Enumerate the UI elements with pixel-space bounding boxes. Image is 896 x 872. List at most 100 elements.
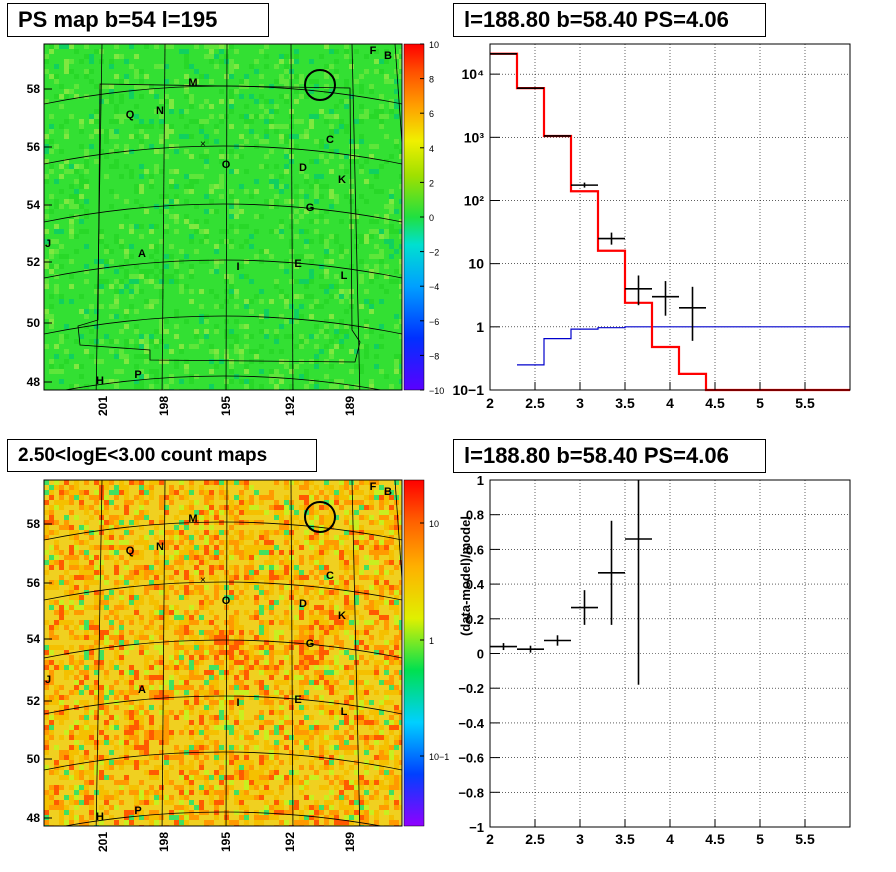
map-pixel [174,149,179,154]
x-tick-label: 192 [283,832,297,852]
map-pixel [134,785,139,790]
map-pixel [344,169,349,174]
map-pixel [219,359,224,364]
map-pixel [269,710,274,715]
map-pixel [334,630,339,635]
map-pixel [349,745,354,750]
map-pixel [124,495,129,500]
map-pixel [219,259,224,264]
map-pixel [174,670,179,675]
map-pixel [364,319,369,324]
map-pixel [204,670,209,675]
map-pixel [159,289,164,294]
map-pixel [169,575,174,580]
map-pixel [234,660,239,665]
map-pixel [234,640,239,645]
map-pixel [49,785,54,790]
map-pixel [69,490,74,495]
map-pixel [379,630,384,635]
map-pixel [304,725,309,730]
map-pixel [69,495,74,500]
map-pixel [234,344,239,349]
map-pixel [184,705,189,710]
map-pixel [294,314,299,319]
map-pixel [384,114,389,119]
map-pixel [89,645,94,650]
map-pixel [164,610,169,615]
map-pixel [364,555,369,560]
map-pixel [369,785,374,790]
map-pixel [79,785,84,790]
map-pixel [304,575,309,580]
map-pixel [229,224,234,229]
map-pixel [334,324,339,329]
map-pixel [239,535,244,540]
map-pixel [94,665,99,670]
map-pixel [394,740,399,745]
map-pixel [344,99,349,104]
map-pixel [59,695,64,700]
map-pixel [179,640,184,645]
map-pixel [229,294,234,299]
map-pixel [219,770,224,775]
map-pixel [319,705,324,710]
map-pixel [174,715,179,720]
map-pixel [379,575,384,580]
map-pixel [254,635,259,640]
map-pixel [364,620,369,625]
map-pixel [54,805,59,810]
map-pixel [254,254,259,259]
map-pixel [109,550,114,555]
map-pixel [344,570,349,575]
map-pixel [229,705,234,710]
map-pixel [94,490,99,495]
colorbar-tick-label: 10 [429,40,439,50]
map-pixel [344,580,349,585]
map-pixel [364,630,369,635]
map-pixel [324,344,329,349]
map-pixel [179,620,184,625]
map-pixel [69,535,74,540]
map-pixel [129,545,134,550]
map-pixel [69,545,74,550]
map-pixel [324,725,329,730]
map-pixel [269,369,274,374]
map-pixel [184,510,189,515]
map-pixel [159,675,164,680]
map-pixel [219,715,224,720]
map-pixel [124,339,129,344]
map-pixel [94,680,99,685]
map-pixel [134,124,139,129]
map-pixel [149,144,154,149]
map-pixel [259,815,264,820]
map-pixel [174,580,179,585]
map-pixel [379,550,384,555]
map-pixel [334,810,339,815]
map-pixel [329,510,334,515]
map-pixel [199,740,204,745]
map-pixel [299,710,304,715]
map-pixel [279,575,284,580]
map-pixel [264,139,269,144]
map-pixel [314,304,319,309]
background-model-line [517,326,850,366]
map-pixel [314,194,319,199]
map-pixel [309,334,314,339]
map-pixel [264,745,269,750]
map-pixel [209,535,214,540]
map-pixel [374,610,379,615]
map-pixel [264,625,269,630]
map-pixel [269,760,274,765]
map-pixel [134,495,139,500]
map-pixel [239,735,244,740]
map-pixel [369,169,374,174]
map-pixel [179,520,184,525]
colorbar-tick-label: −2 [429,248,439,258]
map-pixel [129,815,134,820]
map-pixel [74,795,79,800]
map-pixel [104,520,109,525]
map-pixel [349,635,354,640]
map-pixel [249,555,254,560]
map-pixel [389,204,394,209]
